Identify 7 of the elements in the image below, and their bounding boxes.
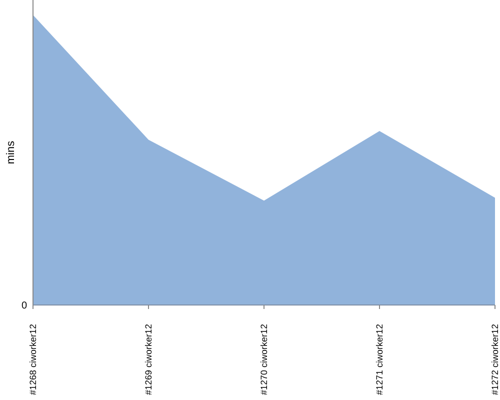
x-tick-label: #1272 ciworker12	[490, 324, 500, 395]
x-tick-label: #1269 ciworker12	[144, 324, 154, 395]
x-tick-label: #1268 ciworker12	[28, 324, 38, 395]
x-tick-label: #1270 ciworker12	[259, 324, 269, 395]
y-axis-title: mins	[5, 140, 17, 164]
text: 0	[21, 300, 28, 312]
x-tick-label: #1271 ciworker12	[374, 324, 384, 395]
